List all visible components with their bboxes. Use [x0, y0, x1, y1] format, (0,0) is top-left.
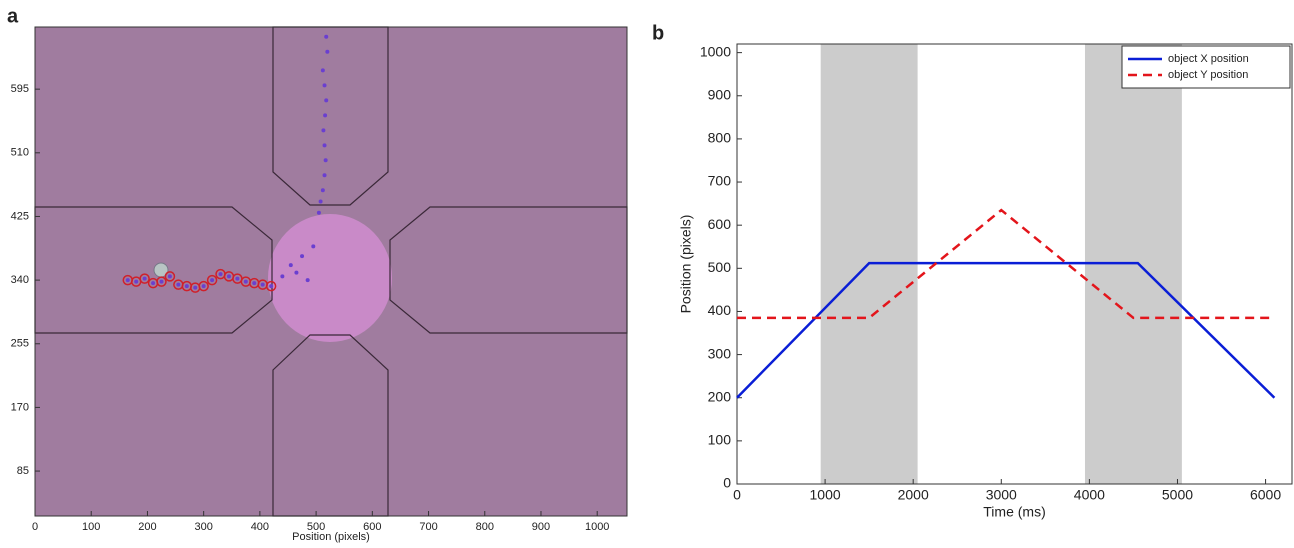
- data-point: [324, 98, 329, 103]
- data-point: [226, 274, 231, 279]
- data-point: [316, 210, 321, 215]
- data-point: [201, 284, 206, 289]
- data-point: [323, 158, 328, 163]
- data-point: [159, 279, 164, 284]
- x-tick-label: 700: [419, 521, 437, 533]
- data-point: [324, 34, 329, 39]
- data-line: [736, 261, 1276, 399]
- y-tick-label: 400: [708, 302, 732, 318]
- center-zone: [268, 214, 392, 342]
- data-point: [322, 83, 327, 88]
- data-point: [139, 273, 150, 284]
- x-tick-label: 500: [307, 521, 325, 533]
- x-tick-label: 1000: [810, 487, 841, 503]
- data-point: [218, 272, 223, 277]
- data-point: [142, 276, 147, 281]
- y-tick-label: 500: [708, 259, 732, 275]
- x-tick-label: 800: [476, 521, 494, 533]
- data-point: [252, 281, 257, 286]
- x-tick-label: 400: [251, 521, 269, 533]
- data-point: [206, 274, 218, 286]
- data-point: [198, 280, 209, 292]
- data-point: [184, 284, 189, 289]
- y-tick-label: 1000: [700, 43, 731, 59]
- data-point: [265, 280, 277, 292]
- data-line: [737, 208, 1275, 320]
- data-point: [125, 278, 130, 283]
- x-tick-label: 2000: [898, 487, 929, 503]
- y-tick-label: 595: [11, 83, 29, 95]
- legend-label: object X position: [1168, 53, 1249, 65]
- data-point: [235, 276, 240, 281]
- data-point: [322, 173, 327, 178]
- data-point: [164, 271, 176, 282]
- y-tick-label: 600: [708, 216, 732, 232]
- y-tick-label: 255: [11, 338, 29, 350]
- data-point: [305, 278, 310, 283]
- x-tick-label: 900: [532, 521, 550, 533]
- y-tick-label: 340: [11, 274, 29, 286]
- x-axis-label: Time (ms): [983, 504, 1045, 520]
- x-tick-label: 4000: [1074, 487, 1105, 503]
- data-point: [321, 128, 326, 133]
- data-point: [322, 143, 327, 148]
- data-point: [260, 282, 265, 287]
- y-axis-label: Position (pixels): [678, 215, 694, 314]
- data-point: [320, 188, 325, 193]
- data-point: [318, 199, 323, 204]
- x-tick-label: 100: [82, 521, 100, 533]
- x-tick-label: 0: [733, 487, 741, 503]
- data-point: [269, 284, 274, 289]
- data-point: [280, 274, 285, 279]
- data-point: [167, 274, 172, 279]
- data-point: [300, 254, 305, 259]
- data-point: [134, 279, 139, 284]
- data-point: [210, 278, 215, 283]
- data-point: [294, 270, 299, 275]
- x-tick-label: 300: [194, 521, 212, 533]
- panel-label: a: [7, 5, 19, 27]
- axes-box: [34, 26, 628, 517]
- legend-label: object Y position: [1168, 69, 1248, 81]
- x-tick-label: 0: [32, 521, 38, 533]
- data-point: [156, 276, 167, 287]
- y-tick-label: 900: [708, 86, 732, 102]
- data-point: [193, 285, 198, 290]
- data-point: [288, 263, 293, 268]
- data-point: [311, 244, 316, 249]
- data-point: [323, 113, 328, 118]
- x-tick-label: 5000: [1162, 487, 1193, 503]
- y-tick-label: 510: [11, 147, 29, 159]
- x-tick-label: 600: [363, 521, 381, 533]
- x-axis-label: Position (pixels): [292, 531, 370, 543]
- y-tick-label: 170: [11, 401, 29, 413]
- axes-box: [736, 43, 1293, 485]
- x-tick-label: 3000: [986, 487, 1017, 503]
- y-tick-label: 700: [708, 173, 732, 189]
- x-tick-label: 1000: [585, 521, 609, 533]
- y-tick-label: 800: [708, 130, 732, 146]
- data-point: [243, 279, 248, 284]
- legend-box: [1121, 45, 1291, 89]
- y-tick-label: 200: [708, 388, 732, 404]
- y-tick-label: 425: [11, 210, 29, 222]
- x-tick-label: 200: [138, 521, 156, 533]
- y-tick-label: 100: [708, 432, 732, 448]
- data-point: [325, 49, 330, 54]
- y-tick-label: 85: [17, 465, 29, 477]
- panel-label: b: [652, 22, 664, 44]
- maze: [34, 26, 628, 517]
- y-tick-label: 300: [708, 345, 732, 361]
- data-point: [176, 282, 181, 287]
- data-point: [320, 68, 325, 73]
- y-tick-label: 0: [723, 475, 731, 491]
- x-tick-label: 6000: [1250, 487, 1281, 503]
- data-point: [151, 281, 156, 286]
